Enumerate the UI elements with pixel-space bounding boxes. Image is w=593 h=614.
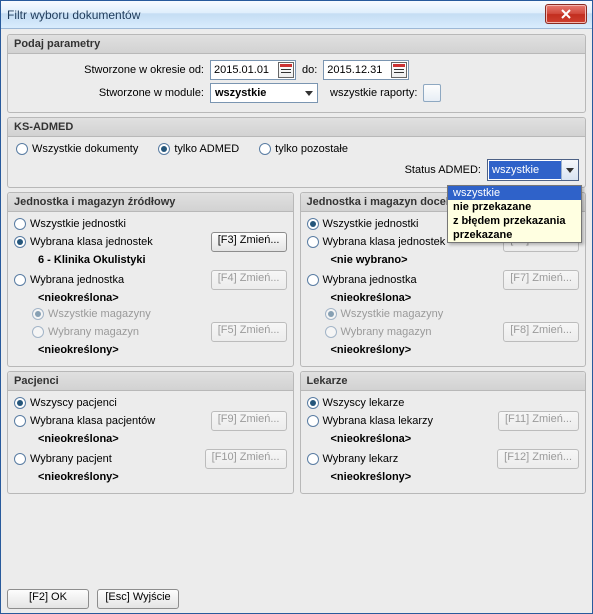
dst-mag-value: <nieokreślony> <box>331 344 580 356</box>
date-to-input[interactable]: 2015.12.31 <box>323 60 409 80</box>
btn-dst-change-unit[interactable]: [F7] Zmień... <box>503 270 579 290</box>
dialog-footer: [F2] OK [Esc] Wyjście <box>1 585 592 613</box>
group-ksadmed: KS-ADMED Wszystkie dokumenty tylko ADMED… <box>7 117 586 188</box>
radio-src-unit-class[interactable]: Wybrana klasa jednostek <box>14 236 205 248</box>
doctor-one-value: <nieokreślony> <box>331 471 580 483</box>
radio-src-unit[interactable]: Wybrana jednostka <box>14 274 205 286</box>
dropdown-item[interactable]: z błędem przekazania <box>448 214 581 228</box>
radio-patient-one[interactable]: Wybrany pacjent <box>14 453 199 465</box>
group-source-unit: Jednostka i magazyn źródłowy Wszystkie j… <box>7 192 294 367</box>
btn-src-change-unit[interactable]: [F4] Zmień... <box>211 270 287 290</box>
btn-src-change-mag: [F5] Zmień... <box>211 322 287 342</box>
patient-one-value: <nieokreślony> <box>38 471 287 483</box>
all-reports-checkbox[interactable] <box>423 84 441 102</box>
group-parameters: Podaj parametry Stworzone w okresie od: … <box>7 34 586 113</box>
radio-all-patients[interactable]: Wszyscy pacjenci <box>14 397 287 409</box>
group-title-source: Jednostka i magazyn źródłowy <box>8 193 293 212</box>
btn-doctor-one[interactable]: [F12] Zmień... <box>497 449 579 469</box>
radio-all-doctors[interactable]: Wszyscy lekarze <box>307 397 580 409</box>
radio-patient-class[interactable]: Wybrana klasa pacjentów <box>14 415 205 427</box>
radio-doctor-class[interactable]: Wybrana klasa lekarzy <box>307 415 492 427</box>
module-value: wszystkie <box>215 87 266 99</box>
btn-dst-change-mag: [F8] Zmień... <box>503 322 579 342</box>
btn-src-change-class[interactable]: [F3] Zmień... <box>211 232 287 252</box>
group-title-patients: Pacjenci <box>8 372 293 391</box>
close-button[interactable] <box>545 4 587 24</box>
group-doctors: Lekarze Wszyscy lekarze Wybrana klasa le… <box>300 371 587 494</box>
exit-button[interactable]: [Esc] Wyjście <box>97 589 179 609</box>
src-mag-value: <nieokreślony> <box>38 344 287 356</box>
group-title-ksadmed: KS-ADMED <box>8 118 585 137</box>
label-all-reports: wszystkie raporty: <box>330 87 417 99</box>
group-title-doctors: Lekarze <box>301 372 586 391</box>
titlebar: Filtr wyboru dokumentów <box>1 1 592 29</box>
label-created-period: Stworzone w okresie od: <box>14 64 204 76</box>
status-admed-value: wszystkie <box>489 161 561 179</box>
module-select[interactable]: wszystkie <box>210 83 318 103</box>
radio-dst-unit[interactable]: Wybrana jednostka <box>307 274 498 286</box>
radio-src-all-units[interactable]: Wszystkie jednostki <box>14 218 287 230</box>
chevron-down-icon <box>566 168 574 173</box>
label-status-admed: Status ADMED: <box>405 164 481 176</box>
radio-only-admed[interactable]: tylko ADMED <box>158 143 239 155</box>
date-from-input[interactable]: 2015.01.01 <box>210 60 296 80</box>
radio-src-mag: Wybrany magazyn <box>32 326 205 338</box>
patient-class-value: <nieokreślona> <box>38 433 287 445</box>
radio-dst-all-mags: Wszystkie magazyny <box>325 308 580 320</box>
radio-only-other[interactable]: tylko pozostałe <box>259 143 348 155</box>
label-to: do: <box>302 64 317 76</box>
radio-doctor-one[interactable]: Wybrany lekarz <box>307 453 492 465</box>
src-unit-value: <nieokreślona> <box>38 292 287 304</box>
dropdown-item[interactable]: nie przekazane <box>448 200 581 214</box>
status-admed-select[interactable]: wszystkie <box>487 159 579 181</box>
dropdown-item[interactable]: przekazane <box>448 228 581 242</box>
status-admed-dropdown[interactable]: wszystkie nie przekazane z błędem przeka… <box>447 185 582 243</box>
radio-all-documents[interactable]: Wszystkie dokumenty <box>16 143 138 155</box>
dialog-body: Podaj parametry Stworzone w okresie od: … <box>1 29 592 585</box>
dst-class-value: <nie wybrano> <box>331 254 580 266</box>
close-icon <box>561 9 571 19</box>
date-from-value: 2015.01.01 <box>214 64 269 76</box>
dst-unit-value: <nieokreślona> <box>331 292 580 304</box>
btn-doctor-class[interactable]: [F11] Zmień... <box>498 411 579 431</box>
group-title-parameters: Podaj parametry <box>8 35 585 54</box>
date-to-value: 2015.12.31 <box>327 64 382 76</box>
btn-patient-class[interactable]: [F9] Zmień... <box>211 411 287 431</box>
btn-patient-one[interactable]: [F10] Zmień... <box>205 449 287 469</box>
chevron-down-icon <box>305 91 313 96</box>
label-module: Stworzone w module: <box>14 87 204 99</box>
dropdown-item[interactable]: wszystkie <box>448 186 581 200</box>
radio-src-all-mags: Wszystkie magazyny <box>32 308 287 320</box>
window-title: Filtr wyboru dokumentów <box>7 8 140 22</box>
dialog-window: Filtr wyboru dokumentów Podaj parametry … <box>0 0 593 614</box>
radio-dst-mag: Wybrany magazyn <box>325 326 498 338</box>
group-patients: Pacjenci Wszyscy pacjenci Wybrana klasa … <box>7 371 294 494</box>
calendar-icon[interactable] <box>278 62 294 78</box>
src-class-value: 6 - Klinika Okulistyki <box>38 254 287 266</box>
calendar-icon[interactable] <box>391 62 407 78</box>
ok-button[interactable]: [F2] OK <box>7 589 89 609</box>
doctor-class-value: <nieokreślona> <box>331 433 580 445</box>
